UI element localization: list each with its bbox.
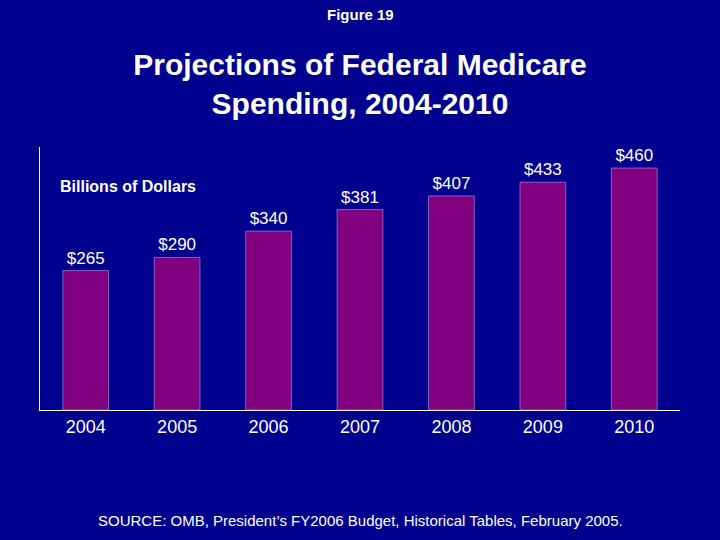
svg-text:$290: $290 (158, 235, 196, 254)
svg-text:2010: 2010 (614, 417, 654, 437)
svg-text:2009: 2009 (523, 417, 563, 437)
svg-text:2004: 2004 (66, 417, 106, 437)
svg-text:2008: 2008 (431, 417, 471, 437)
svg-text:Billions of Dollars: Billions of Dollars (60, 178, 196, 195)
svg-text:$433: $433 (524, 160, 562, 179)
svg-text:2007: 2007 (340, 417, 380, 437)
svg-text:2005: 2005 (157, 417, 197, 437)
svg-text:$460: $460 (615, 146, 653, 165)
svg-text:Projections of Federal Medicar: Projections of Federal MedicareSpending,… (133, 48, 586, 120)
svg-text:$381: $381 (341, 188, 379, 207)
svg-text:$265: $265 (67, 249, 105, 268)
svg-text:2006: 2006 (249, 417, 289, 437)
svg-text:SOURCE: OMB, President’s FY200: SOURCE: OMB, President’s FY2006 Budget, … (98, 512, 623, 529)
svg-text:Figure 19: Figure 19 (327, 6, 394, 23)
svg-text:$407: $407 (433, 174, 471, 193)
svg-text:$340: $340 (250, 209, 288, 228)
